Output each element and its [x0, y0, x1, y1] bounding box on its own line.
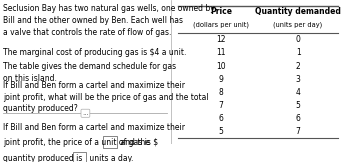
Text: joint profit, the price of a unit of gas is $: joint profit, the price of a unit of gas…	[4, 139, 159, 147]
Text: 7: 7	[218, 101, 223, 110]
Text: Quantity demanded: Quantity demanded	[255, 7, 341, 16]
Text: 6: 6	[296, 114, 301, 123]
Text: (units per day): (units per day)	[273, 22, 323, 28]
Text: Seclusion Bay has two natural gas wells, one owned by
Bill and the other owned b: Seclusion Bay has two natural gas wells,…	[4, 4, 215, 37]
Text: 5: 5	[218, 127, 223, 136]
Text: quantity produced is: quantity produced is	[4, 154, 83, 162]
Text: The marginal cost of producing gas is $4 a unit.: The marginal cost of producing gas is $4…	[4, 48, 187, 57]
Text: The table gives the demand schedule for gas
on this island.: The table gives the demand schedule for …	[4, 62, 176, 83]
Text: 9: 9	[218, 75, 223, 84]
Text: 6: 6	[218, 114, 223, 123]
Text: If Bill and Ben form a cartel and maximize their
joint profit, what will be the : If Bill and Ben form a cartel and maximi…	[4, 81, 209, 113]
Text: and the: and the	[118, 139, 150, 147]
Text: units a day.: units a day.	[88, 154, 134, 162]
FancyBboxPatch shape	[73, 152, 86, 162]
Text: 10: 10	[216, 62, 226, 71]
Text: 8: 8	[219, 88, 223, 97]
Text: (dollars per unit): (dollars per unit)	[193, 22, 249, 28]
Text: 0: 0	[296, 35, 301, 44]
Text: 11: 11	[216, 48, 226, 57]
Text: 12: 12	[216, 35, 226, 44]
Text: Price: Price	[210, 7, 232, 16]
Text: 5: 5	[296, 101, 301, 110]
Text: ...: ...	[82, 110, 89, 116]
Text: 3: 3	[296, 75, 301, 84]
Text: If Bill and Ben form a cartel and maximize their: If Bill and Ben form a cartel and maximi…	[4, 123, 186, 132]
Text: 2: 2	[296, 62, 300, 71]
Text: 1: 1	[296, 48, 300, 57]
FancyBboxPatch shape	[103, 136, 117, 148]
Text: 4: 4	[296, 88, 301, 97]
Text: 7: 7	[296, 127, 301, 136]
